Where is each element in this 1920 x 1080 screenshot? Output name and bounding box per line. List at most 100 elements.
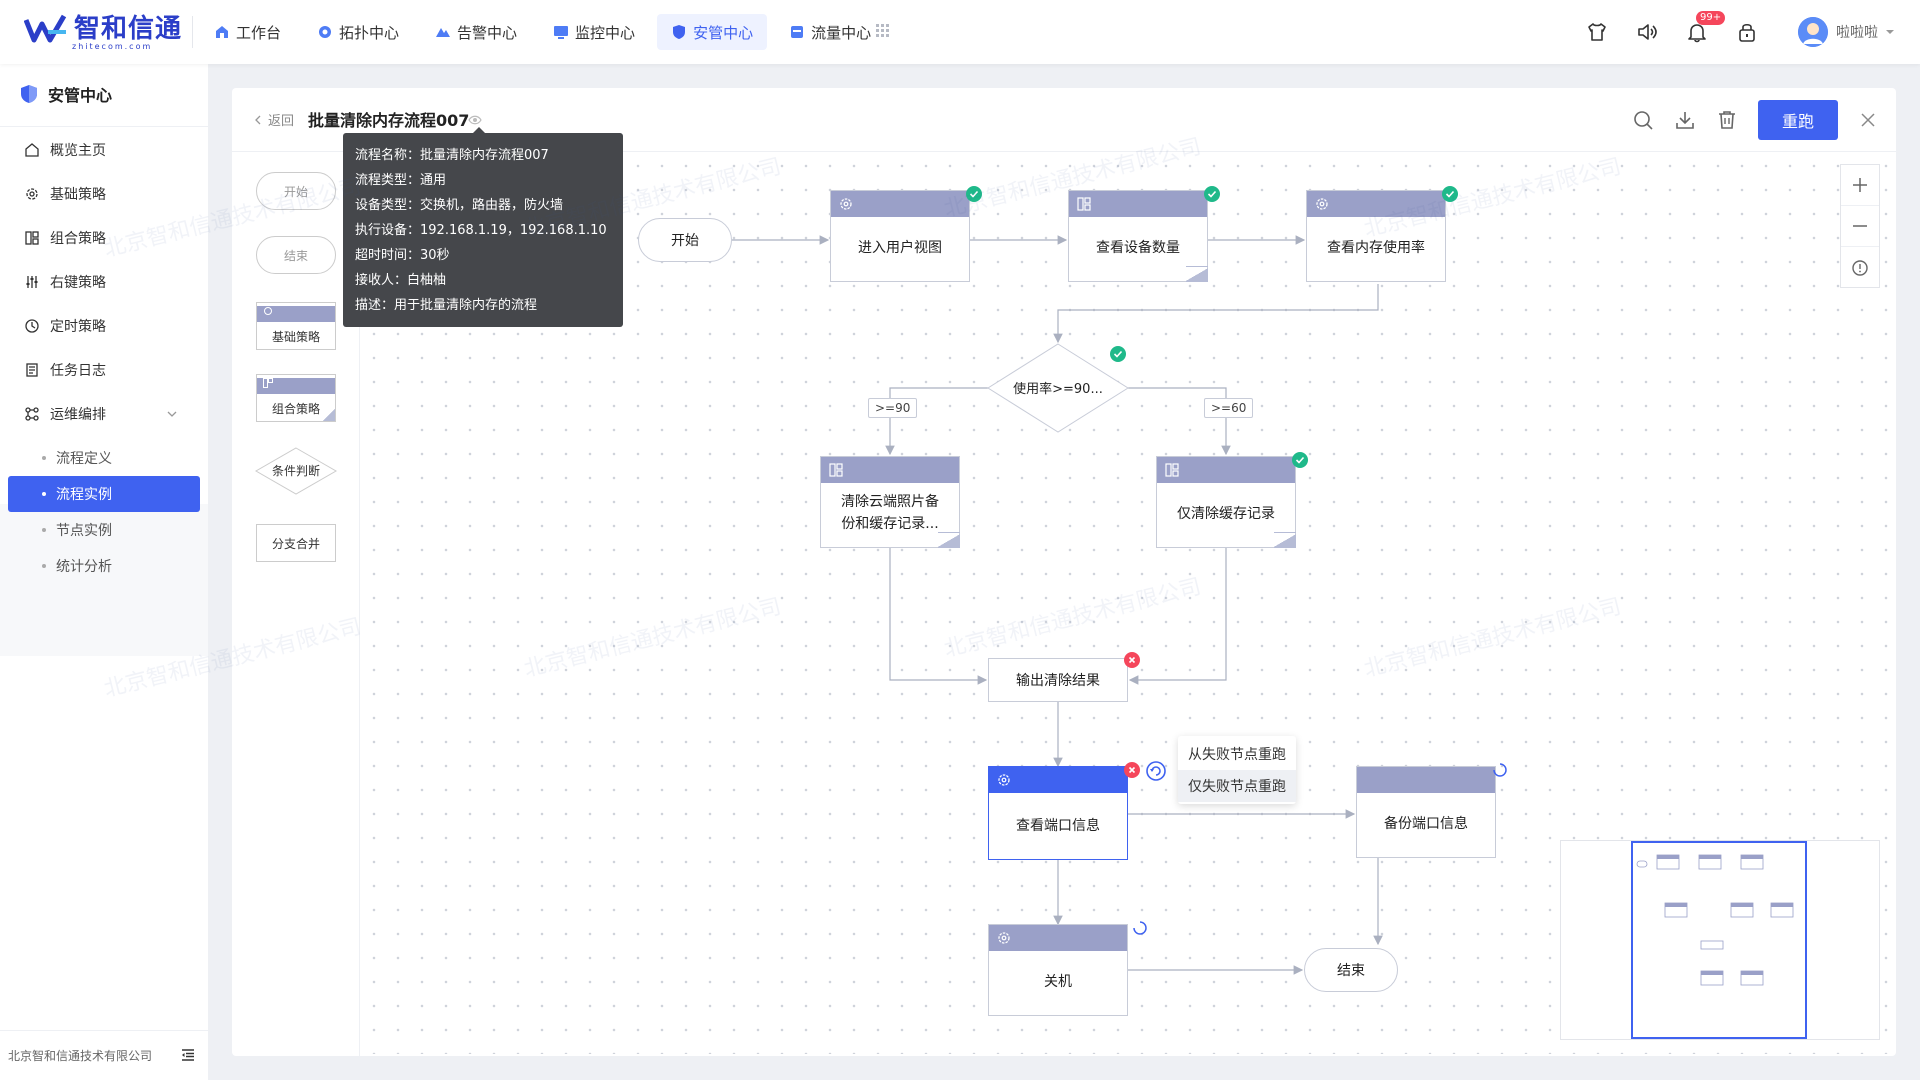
sidebar-item-overview[interactable]: 概览主页 <box>0 128 208 172</box>
node-label: 查看内存使用率 <box>1327 240 1425 256</box>
sidebar-item-label: 统计分析 <box>56 559 112 575</box>
sidebar-title: 安管中心 <box>18 82 112 106</box>
nav-workbench[interactable]: 工作台 <box>200 14 295 50</box>
flow-node-clear-cache[interactable]: 仅清除缓存记录 <box>1156 456 1296 548</box>
nav-topology[interactable]: 拓扑中心 <box>303 14 413 50</box>
minimap-preview <box>1636 854 1794 986</box>
node-palette: 开始 结束 基础策略 组合策略 条件判断 分支合并 <box>232 152 360 1056</box>
submenu-background <box>0 504 208 656</box>
palette-combo-policy[interactable]: 组合策略 <box>256 374 336 422</box>
flow-node-start[interactable]: 开始 <box>638 218 732 262</box>
sidebar-item-timer-policy[interactable]: 定时策略 <box>0 304 208 348</box>
condition-label[interactable]: 使用率>=90... <box>1013 382 1103 397</box>
edge <box>889 548 988 685</box>
notification[interactable]: 99+ <box>1686 11 1726 43</box>
sidebar-item-combo-policy[interactable]: 组合策略 <box>0 216 208 260</box>
edge-label-ge90: >=90 <box>868 398 918 418</box>
collapse-sidebar-icon[interactable] <box>180 1047 196 1063</box>
loading-spinner-icon <box>1133 921 1147 935</box>
flow-node-port-info[interactable]: 查看端口信息 <box>988 766 1128 860</box>
sidebar-subitem-flow-definition[interactable]: 流程定义 <box>8 440 200 476</box>
fit-view-button[interactable] <box>1841 247 1879 288</box>
combo-icon <box>829 463 843 477</box>
success-check-icon <box>1204 186 1220 202</box>
flow-node-end[interactable]: 结束 <box>1304 948 1398 992</box>
rerun-button[interactable]: 重跑 <box>1758 100 1838 140</box>
nav-monitor[interactable]: 监控中心 <box>539 14 649 50</box>
sidebar-item-basic-policy[interactable]: 基础策略 <box>0 172 208 216</box>
logo[interactable]: 智和信通 zhitecom.com <box>24 14 183 51</box>
flow-node-check-count[interactable]: 查看设备数量 <box>1068 190 1208 282</box>
success-check-icon <box>966 186 982 202</box>
palette-start[interactable]: 开始 <box>256 172 336 210</box>
back-button[interactable]: 返回 <box>252 110 294 129</box>
apps-grid-icon[interactable] <box>876 24 890 38</box>
palette-condition-shape[interactable] <box>254 446 338 496</box>
rerun-from-failed-option[interactable]: 从失败节点重跑 <box>1188 747 1286 763</box>
tooltip-line: 执行设备：192.168.1.19，192.168.1.10 <box>355 223 607 238</box>
sidebar-item-label: 流程定义 <box>56 451 112 467</box>
zoom-in-button[interactable] <box>1841 165 1879 206</box>
gear-icon <box>998 774 1010 786</box>
speaker-icon[interactable] <box>1636 21 1658 43</box>
flow-node-backup-port[interactable]: 备份端口信息 <box>1356 766 1496 858</box>
top-bar: 智和信通 zhitecom.com 工作台 拓扑中心 告警中心 监控中心 安管中… <box>0 0 1920 64</box>
search-icon[interactable] <box>1632 109 1654 131</box>
brand-name: 智和信通 <box>74 14 183 44</box>
nav-label: 监控中心 <box>575 23 636 42</box>
rerun-failed-only-option[interactable]: 仅失败节点重跑 <box>1178 770 1296 802</box>
lock-icon[interactable] <box>1736 21 1758 43</box>
sidebar-item-rightclick-policy[interactable]: 右键策略 <box>0 260 208 304</box>
gear-icon <box>1316 198 1328 210</box>
nav-security[interactable]: 安管中心 <box>657 14 768 50</box>
palette-basic-policy[interactable]: 基础策略 <box>256 302 336 350</box>
sidebar-item-task-log[interactable]: 任务日志 <box>0 348 208 392</box>
flow-node-check-mem[interactable]: 查看内存使用率 <box>1306 190 1446 282</box>
minimap-viewport[interactable] <box>1631 841 1807 1039</box>
traffic-icon <box>791 26 804 38</box>
avatar <box>1798 17 1828 47</box>
minimap[interactable] <box>1560 840 1880 1040</box>
sidebar-item-label: 运维编排 <box>50 407 106 423</box>
nav-label: 安管中心 <box>693 23 754 42</box>
palette-end[interactable]: 结束 <box>256 236 336 274</box>
gear-icon <box>840 198 852 210</box>
fold-corner <box>1186 266 1208 282</box>
eye-icon[interactable] <box>468 114 482 126</box>
card-header: 返回 批量清除内存流程007 重跑 <box>232 88 1896 152</box>
zoom-out-button[interactable] <box>1841 206 1879 247</box>
failed-x-icon <box>1124 652 1140 668</box>
tshirt-icon[interactable] <box>1586 21 1608 43</box>
logo-icon <box>24 14 67 43</box>
nav-label: 流量中心 <box>811 23 872 42</box>
user-name: 啦啦啦 <box>1836 25 1878 41</box>
sidebar-item-label: 流程实例 <box>56 487 112 503</box>
sidebar-subitem-node-instance[interactable]: 节点实例 <box>8 512 200 548</box>
sidebar-subitem-statistics[interactable]: 统计分析 <box>8 548 200 584</box>
flow-node-enter-view[interactable]: 进入用户视图 <box>830 190 970 282</box>
nav-traffic[interactable]: 流量中心 <box>775 14 885 50</box>
zoom-controls <box>1840 164 1880 288</box>
flow-node-clear-cloud[interactable]: 清除云端照片备 份和缓存记录... <box>820 456 960 548</box>
sidebar-item-label: 基础策略 <box>50 187 106 203</box>
close-icon[interactable] <box>1860 112 1876 128</box>
monitor-icon <box>554 26 569 39</box>
tooltip-line: 描述：用于批量清除内存的流程 <box>355 298 538 313</box>
nav-alarm[interactable]: 告警中心 <box>421 14 531 50</box>
trash-icon[interactable] <box>1716 109 1738 131</box>
edge <box>1128 548 1227 685</box>
sidebar-item-orchestration[interactable]: 运维编排 <box>0 392 208 436</box>
rerun-icon[interactable] <box>1146 761 1166 781</box>
shield-icon <box>673 25 686 39</box>
download-icon[interactable] <box>1674 109 1696 131</box>
home-icon <box>25 143 39 157</box>
sliders-icon <box>26 276 38 288</box>
flow-node-output[interactable]: 输出清除结果 <box>988 658 1128 702</box>
palette-branch-merge[interactable]: 分支合并 <box>256 524 336 562</box>
tooltip-line: 超时时间：30秒 <box>355 248 450 263</box>
user-menu[interactable]: 啦啦啦 <box>1798 17 1896 47</box>
orchestration-icon <box>25 407 39 421</box>
sidebar-subitem-flow-instance[interactable]: 流程实例 <box>8 476 200 512</box>
sidebar-item-label: 任务日志 <box>50 363 106 379</box>
flow-node-shutdown[interactable]: 关机 <box>988 924 1128 1016</box>
